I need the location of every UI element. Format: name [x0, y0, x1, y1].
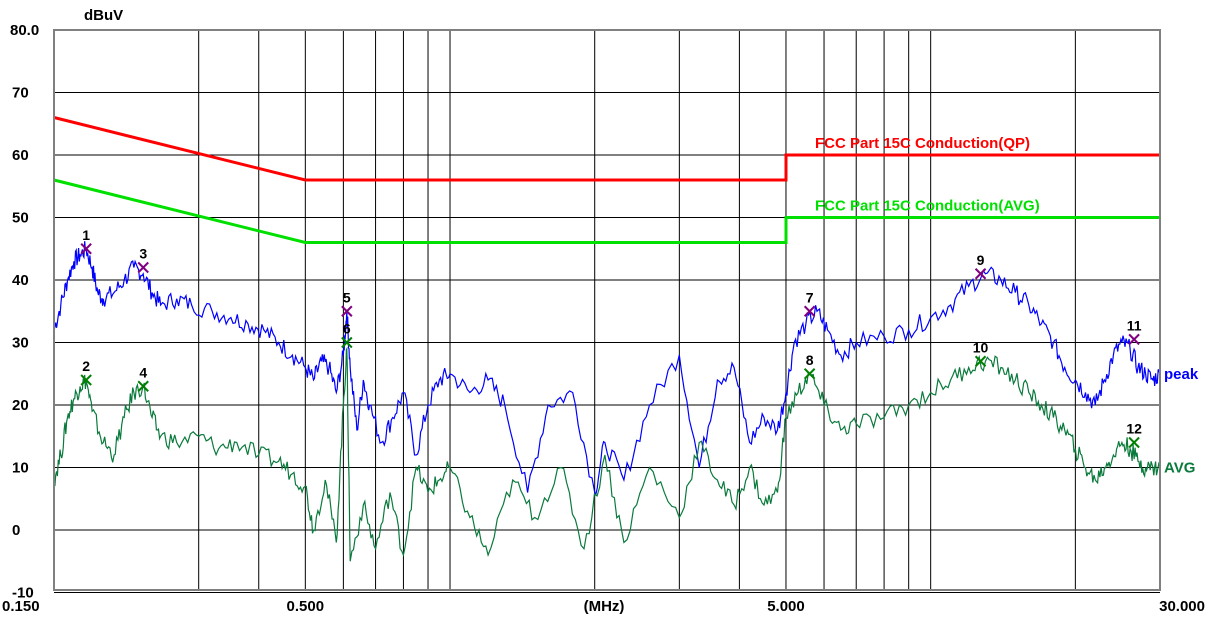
marker-cross [1128, 333, 1140, 346]
marker-cross [137, 380, 149, 392]
series-lines: peak AVG [53, 241, 1199, 562]
marker-cross [803, 305, 816, 317]
series-line [53, 346, 1161, 562]
marker-label: 9 [977, 252, 985, 268]
marker-cross [803, 368, 816, 380]
y-tick-labels: 80.0 70 60 50 40 30 20 10 0 -10 [10, 22, 39, 602]
marker-label: 8 [806, 352, 814, 368]
marker-label: 12 [1126, 421, 1142, 437]
plot-frame [53, 29, 1161, 591]
limit-line [53, 178, 1160, 244]
x-tick-label: 5.000 [767, 598, 805, 615]
marker-cross [137, 261, 149, 274]
marker-label: 6 [343, 321, 351, 337]
limit-label: FCC Part 15C Conduction(AVG) [815, 198, 1040, 215]
marker-label: 2 [82, 358, 90, 374]
y-tick-label: 20 [12, 397, 29, 414]
marker-cross [80, 243, 92, 255]
y-tick-label: 80.0 [10, 22, 39, 39]
limit-line [53, 116, 1160, 182]
marker-label: 4 [139, 364, 147, 380]
marker-label: 7 [806, 289, 814, 305]
y-tick-label: 50 [12, 210, 29, 227]
marker-cross [974, 268, 987, 280]
y-tick-label: 30 [12, 335, 29, 352]
y-unit-label: dBuV [84, 7, 123, 24]
marker-cross [1128, 436, 1140, 449]
marker-cross [974, 355, 987, 367]
grid-lines [54, 30, 1160, 593]
limit-label: FCC Part 15C Conduction(QP) [815, 135, 1030, 152]
x-tick-labels: 0.150 0.500 5.000 30.000 [2, 598, 1205, 615]
y-tick-label: 10 [12, 460, 29, 477]
x-tick-label: 30.000 [1159, 598, 1205, 615]
y-tick-label: 0 [12, 522, 20, 539]
series-label: AVG [1164, 460, 1195, 477]
y-tick-label: 70 [12, 85, 29, 102]
series-line [53, 241, 1161, 496]
limit-lines: FCC Part 15C Conduction(QP) FCC Part 15C … [53, 116, 1160, 244]
marker-cross [80, 374, 92, 386]
y-tick-label: 60 [12, 147, 29, 164]
x-tick-label: 0.150 [2, 598, 40, 615]
marker-label: 11 [1127, 317, 1142, 333]
y-tick-label: 40 [12, 272, 29, 289]
marker-label: 3 [139, 246, 147, 262]
x-tick-label: 0.500 [287, 598, 325, 615]
marker-cross [341, 336, 353, 349]
marker-label: 10 [973, 339, 989, 355]
y-tick-label: -10 [12, 585, 34, 602]
series-label: peak [1164, 366, 1199, 383]
marker-cross [341, 305, 353, 317]
marker-label: 5 [343, 289, 351, 305]
x-unit-label: (MHz) [584, 598, 625, 615]
marker-label: 1 [82, 227, 90, 243]
